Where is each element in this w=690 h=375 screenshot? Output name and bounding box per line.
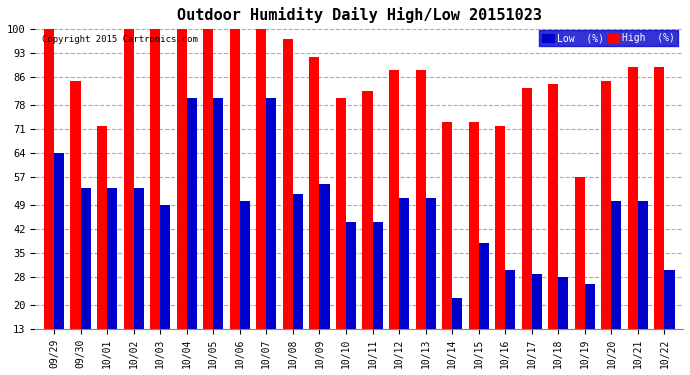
Bar xyxy=(134,188,144,329)
Bar xyxy=(452,298,462,329)
Legend: Low  (%), High  (%): Low (%), High (%) xyxy=(540,30,678,46)
Bar xyxy=(160,205,170,329)
Bar xyxy=(549,84,558,329)
Title: Outdoor Humidity Daily High/Low 20151023: Outdoor Humidity Daily High/Low 20151023 xyxy=(177,7,542,23)
Bar xyxy=(532,274,542,329)
Bar xyxy=(213,98,224,329)
Bar xyxy=(177,29,187,329)
Text: Copyright 2015 Cartronics.com: Copyright 2015 Cartronics.com xyxy=(42,34,198,44)
Bar xyxy=(44,29,54,329)
Bar xyxy=(611,201,622,329)
Bar xyxy=(70,81,81,329)
Bar xyxy=(522,88,532,329)
Bar xyxy=(187,98,197,329)
Bar xyxy=(654,67,664,329)
Bar xyxy=(256,29,266,329)
Bar xyxy=(426,198,435,329)
Bar xyxy=(266,98,277,329)
Bar xyxy=(81,188,90,329)
Bar xyxy=(505,270,515,329)
Bar xyxy=(442,122,452,329)
Bar xyxy=(399,198,409,329)
Bar xyxy=(469,122,479,329)
Bar xyxy=(495,126,505,329)
Bar xyxy=(575,177,585,329)
Bar xyxy=(150,29,160,329)
Bar xyxy=(664,270,675,329)
Bar xyxy=(479,243,489,329)
Bar xyxy=(415,70,426,329)
Bar xyxy=(124,29,134,329)
Bar xyxy=(336,98,346,329)
Bar xyxy=(54,153,64,329)
Bar xyxy=(97,126,107,329)
Bar xyxy=(319,184,330,329)
Bar xyxy=(585,284,595,329)
Bar xyxy=(389,70,399,329)
Bar xyxy=(628,67,638,329)
Bar xyxy=(240,201,250,329)
Bar xyxy=(373,222,382,329)
Bar xyxy=(638,201,648,329)
Bar xyxy=(601,81,611,329)
Bar xyxy=(293,195,303,329)
Bar xyxy=(203,29,213,329)
Bar xyxy=(346,222,356,329)
Bar xyxy=(230,29,240,329)
Bar xyxy=(309,57,319,329)
Bar xyxy=(558,277,569,329)
Bar xyxy=(107,188,117,329)
Bar xyxy=(283,39,293,329)
Bar xyxy=(362,91,373,329)
